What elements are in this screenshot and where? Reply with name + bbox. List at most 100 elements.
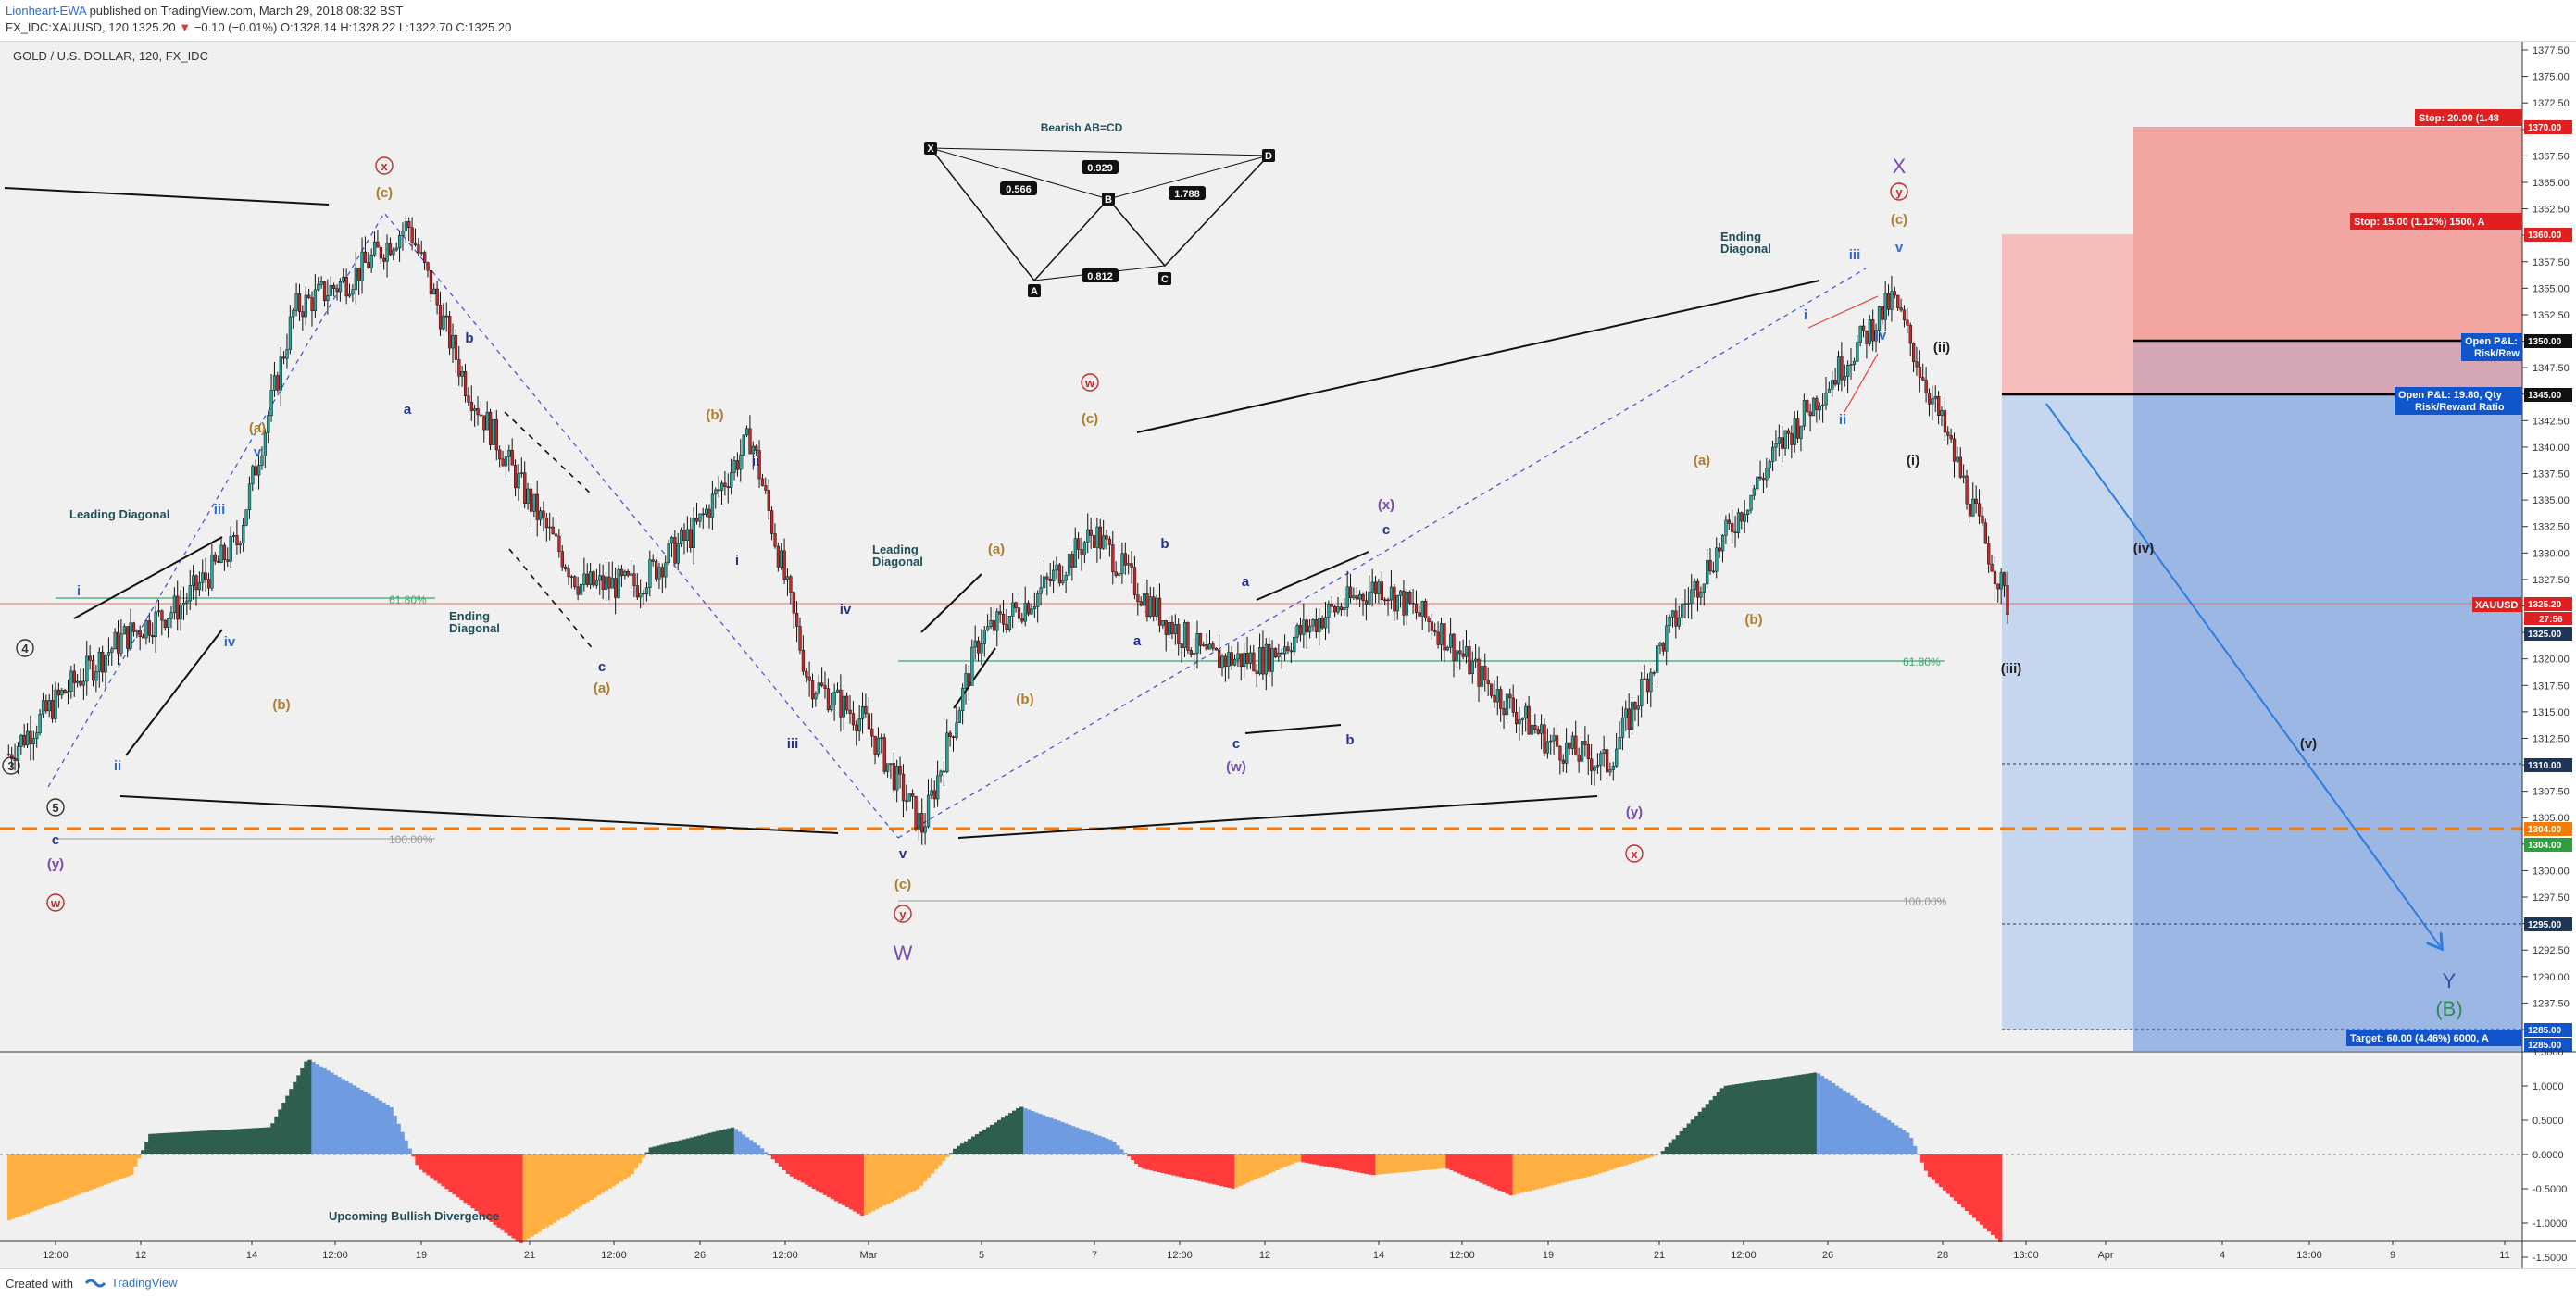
- osc-bar: [1854, 1098, 1857, 1154]
- wave-label: (b): [272, 697, 290, 713]
- osc-bar: [215, 1130, 219, 1154]
- axis-tag: 27:56: [2539, 615, 2563, 625]
- price-tick-label: 1365.00: [2532, 178, 2570, 189]
- candle-down: [448, 316, 451, 348]
- candle-up: [1746, 510, 1749, 515]
- candle-up: [668, 543, 670, 563]
- osc-bar: [1479, 1154, 1482, 1183]
- candle-down: [1287, 647, 1290, 651]
- wave-label: (a): [594, 680, 610, 696]
- osc-bar: [1001, 1117, 1005, 1154]
- osc-bar: [359, 1090, 363, 1154]
- osc-bar: [59, 1154, 63, 1201]
- candle-up: [1744, 515, 1746, 522]
- time-tick-label: 13:00: [2013, 1250, 2039, 1261]
- candle-down: [795, 613, 798, 626]
- candle-up: [373, 242, 376, 255]
- osc-bar: [1049, 1117, 1053, 1154]
- osc-bar: [1857, 1101, 1861, 1154]
- candle-down: [1996, 584, 1999, 589]
- osc-bar: [901, 1154, 905, 1196]
- osc-bar: [1186, 1154, 1190, 1179]
- osc-bar: [1245, 1154, 1249, 1183]
- candle-down: [1428, 618, 1431, 622]
- wave-label: 4: [21, 642, 29, 655]
- candle-up: [924, 827, 927, 832]
- osc-bar: [222, 1130, 226, 1154]
- osc-bar: [1249, 1154, 1253, 1181]
- osc-bar: [156, 1133, 159, 1154]
- candle-up: [1143, 593, 1145, 605]
- candle-up: [248, 484, 251, 510]
- candle-up: [1202, 644, 1205, 645]
- candle-down: [899, 766, 902, 774]
- candle-down: [1290, 651, 1293, 652]
- osc-bar: [1290, 1154, 1294, 1164]
- candle-up: [815, 693, 818, 699]
- candle-up: [1640, 680, 1643, 706]
- ohlc-values: O:1328.14 H:1328.22 L:1322.70 C:1325.20: [281, 20, 511, 34]
- osc-bar: [1208, 1154, 1212, 1183]
- point-label: A: [1031, 286, 1038, 297]
- osc-bar: [1965, 1154, 1969, 1211]
- tradingview-link[interactable]: TradingView: [85, 1276, 178, 1290]
- candle-up: [432, 289, 435, 294]
- osc-bar: [1898, 1128, 1902, 1154]
- candle-up: [1753, 489, 1756, 495]
- osc-bar: [267, 1127, 270, 1154]
- price-tick-label: 1372.50: [2532, 98, 2570, 109]
- candle-down: [514, 465, 517, 488]
- candle-down: [1866, 331, 1869, 343]
- candle-down: [636, 586, 639, 597]
- osc-bar: [144, 1142, 148, 1154]
- candle-up: [1421, 601, 1424, 616]
- candle-up: [1684, 604, 1687, 605]
- candle-up: [1196, 633, 1199, 653]
- candle-down: [1131, 564, 1133, 568]
- price-tick-label: 1315.00: [2532, 707, 2570, 718]
- price-chart[interactable]: Bearish AB=CD 0.929 0.566 1.788 0.812 X …: [0, 42, 2576, 1268]
- candle-down: [1374, 582, 1377, 594]
- candle-down: [1483, 666, 1486, 680]
- candle-down: [768, 490, 770, 510]
- osc-bar: [1231, 1154, 1234, 1189]
- wave-label: (y): [1626, 805, 1643, 820]
- candle-down: [1634, 702, 1637, 709]
- osc-bar: [708, 1133, 712, 1154]
- axis-tag: 1295.00: [2528, 920, 2562, 930]
- candle-down: [1299, 625, 1302, 634]
- osc-bar: [1820, 1076, 1824, 1154]
- osc-bar: [1783, 1077, 1787, 1154]
- osc-bar: [1060, 1122, 1064, 1154]
- osc-bar: [1494, 1154, 1497, 1189]
- candle-up: [1750, 495, 1753, 510]
- osc-bar: [1998, 1154, 2002, 1242]
- osc-bar: [1197, 1154, 1201, 1181]
- author-link[interactable]: Lionheart-EWA: [6, 4, 86, 18]
- osc-bar: [871, 1154, 875, 1211]
- wave-label: c: [1382, 522, 1390, 538]
- candle-up: [1258, 647, 1261, 673]
- osc-bar: [1735, 1084, 1739, 1154]
- wave-label: (b): [706, 407, 723, 423]
- candle-down: [906, 801, 908, 802]
- wave-B: (B): [2435, 997, 2462, 1020]
- candle-up: [895, 766, 898, 790]
- candle-up: [1725, 520, 1728, 536]
- candle-down: [464, 371, 467, 396]
- osc-bar: [37, 1154, 41, 1209]
- osc-bar: [542, 1154, 545, 1229]
- osc-bar: [1271, 1154, 1275, 1172]
- time-tick-label: 19: [416, 1250, 427, 1261]
- candle-up: [110, 649, 113, 653]
- candle-up: [1621, 718, 1624, 737]
- candle-up: [1721, 535, 1724, 551]
- axis-tag: 1350.00: [2528, 337, 2562, 347]
- osc-bar: [575, 1154, 579, 1209]
- candle-up: [1524, 706, 1527, 718]
- osc-bar: [170, 1132, 174, 1154]
- osc-bar: [608, 1154, 612, 1189]
- osc-bar: [790, 1154, 794, 1177]
- axis-tag: 1345.00: [2528, 391, 2562, 401]
- osc-bar: [875, 1154, 879, 1209]
